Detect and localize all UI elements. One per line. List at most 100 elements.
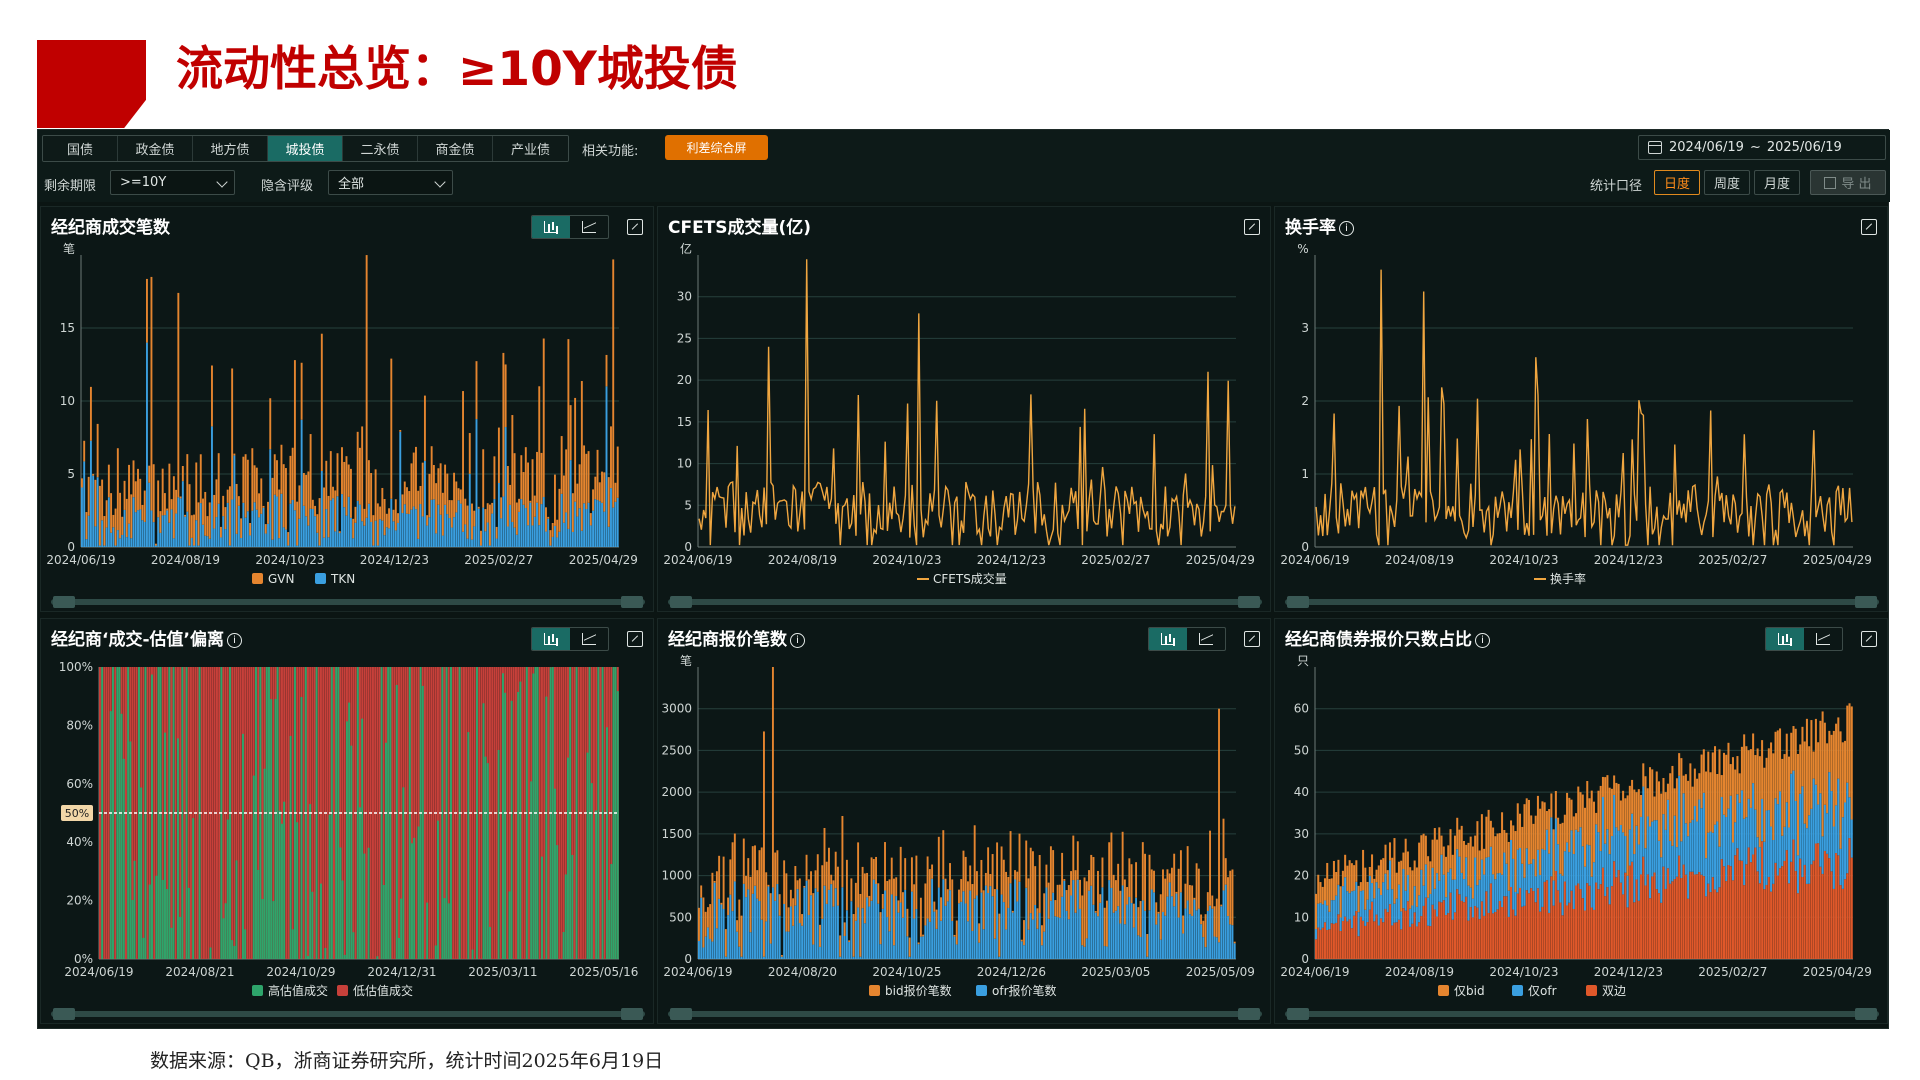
bar-high: [127, 667, 130, 959]
line-chart-icon[interactable]: [570, 628, 608, 650]
tab-perpetual[interactable]: 二永债: [343, 136, 418, 161]
period-weekly-button[interactable]: 周度: [1704, 170, 1750, 195]
bar-chart-icon[interactable]: [1766, 628, 1804, 650]
expand-icon[interactable]: [1244, 631, 1260, 647]
bar-ofr: [1709, 831, 1712, 893]
bar-gvn: [365, 255, 368, 518]
info-icon[interactable]: i: [790, 633, 805, 648]
bar-gvn: [560, 436, 563, 494]
bar-bid: [1819, 720, 1822, 794]
bar-chart-icon[interactable]: [532, 628, 570, 650]
bar-bid: [1445, 856, 1448, 898]
y-tick-label: 20: [1294, 869, 1309, 883]
bar-low: [207, 667, 210, 959]
line-chart-icon[interactable]: [1804, 628, 1842, 650]
bar-bid: [715, 871, 718, 929]
bar-tkn: [83, 461, 86, 547]
line-chart-icon[interactable]: [570, 216, 608, 238]
bar-ofr: [1386, 889, 1389, 913]
bar-bid: [879, 912, 882, 945]
bar-high: [519, 681, 522, 959]
bar-bid: [1754, 755, 1757, 810]
tab-treasury[interactable]: 国债: [43, 136, 118, 161]
bar-tkn: [455, 512, 458, 547]
expand-icon[interactable]: [627, 631, 643, 647]
bar-ofr: [1673, 815, 1676, 880]
bar-ofr: [915, 909, 918, 959]
bar-ofr: [949, 890, 951, 959]
info-icon[interactable]: i: [226, 633, 242, 648]
bar-bid: [996, 842, 999, 890]
bar-ofr: [1738, 802, 1741, 861]
tab-local-gov[interactable]: 地方债: [193, 136, 268, 161]
zoom-slider-track: [668, 1011, 1262, 1017]
info-icon[interactable]: i: [1339, 221, 1354, 236]
line-chart-icon[interactable]: [1187, 628, 1225, 650]
bar-ofr: [1841, 817, 1844, 889]
term-select[interactable]: >=10Y: [110, 170, 235, 195]
expand-icon[interactable]: [1244, 219, 1260, 235]
bar-tkn: [475, 419, 478, 547]
bar-gvn: [334, 490, 337, 532]
bar-bid: [1839, 731, 1842, 849]
bar-ofr: [955, 944, 958, 959]
expand-icon[interactable]: [1861, 631, 1877, 647]
expand-icon[interactable]: [1861, 219, 1877, 235]
period-monthly-button[interactable]: 月度: [1754, 170, 1800, 195]
bar-both: [1707, 883, 1710, 959]
bar-gvn: [121, 516, 124, 535]
bar-bid: [1550, 793, 1553, 818]
tab-industrial[interactable]: 产业债: [493, 136, 568, 161]
date-separator: ~: [1749, 140, 1761, 155]
bar-bid: [1025, 840, 1028, 888]
spread-screen-button[interactable]: 利差综合屏: [665, 135, 768, 160]
expand-icon[interactable]: [627, 219, 643, 235]
bar-ofr: [1503, 852, 1506, 897]
bar-gvn: [598, 482, 601, 502]
bar-bid: [1756, 748, 1759, 838]
bar-gvn: [536, 451, 538, 503]
bar-gvn: [242, 456, 245, 503]
bar-bid: [1341, 870, 1344, 887]
bar-both: [1756, 871, 1759, 959]
bar-gvn: [132, 460, 135, 498]
bar-ofr: [830, 884, 833, 959]
bar-ofr: [1651, 821, 1654, 877]
tab-urban-investment[interactable]: 城投债: [268, 136, 343, 161]
tab-commercial-finance[interactable]: 商金债: [418, 136, 493, 161]
bar-bid: [1617, 783, 1620, 831]
bar-ofr: [857, 907, 860, 959]
bar-bid: [1518, 813, 1522, 848]
bar-ofr: [834, 888, 837, 959]
date-range-picker[interactable]: 2024/06/19 ~ 2025/06/19: [1638, 135, 1886, 160]
info-icon[interactable]: i: [1475, 633, 1490, 648]
bar-both: [1716, 892, 1719, 959]
bar-gvn: [87, 476, 90, 516]
bar-gvn: [515, 502, 518, 535]
bar-chart-icon[interactable]: [532, 216, 570, 238]
bar-ofr: [1368, 875, 1371, 910]
bar-gvn: [92, 473, 95, 476]
bar-ofr: [1364, 909, 1367, 926]
bar-both: [1640, 874, 1643, 959]
bar-high: [590, 783, 593, 959]
bar-ofr: [1460, 872, 1463, 901]
bar-ofr: [1393, 903, 1396, 923]
bar-ofr: [1056, 917, 1059, 959]
bar-ofr: [1496, 873, 1499, 910]
bar-ofr: [863, 923, 866, 959]
bar-chart-icon[interactable]: [1149, 628, 1187, 650]
period-daily-button[interactable]: 日度: [1654, 170, 1700, 195]
bar-gvn: [585, 453, 588, 509]
chevron-down-icon: [434, 176, 446, 188]
bar-high: [489, 926, 491, 959]
bar-ofr: [1462, 879, 1465, 903]
export-button[interactable]: 导 出: [1810, 170, 1886, 195]
bar-bid: [1790, 732, 1793, 774]
bar-bid: [848, 940, 851, 943]
bar-both: [1814, 843, 1817, 959]
bar-ofr: [1687, 836, 1690, 899]
tab-policy-bank[interactable]: 政金债: [118, 136, 193, 161]
rating-select[interactable]: 全部: [328, 170, 453, 195]
bar-bid: [1005, 871, 1008, 930]
